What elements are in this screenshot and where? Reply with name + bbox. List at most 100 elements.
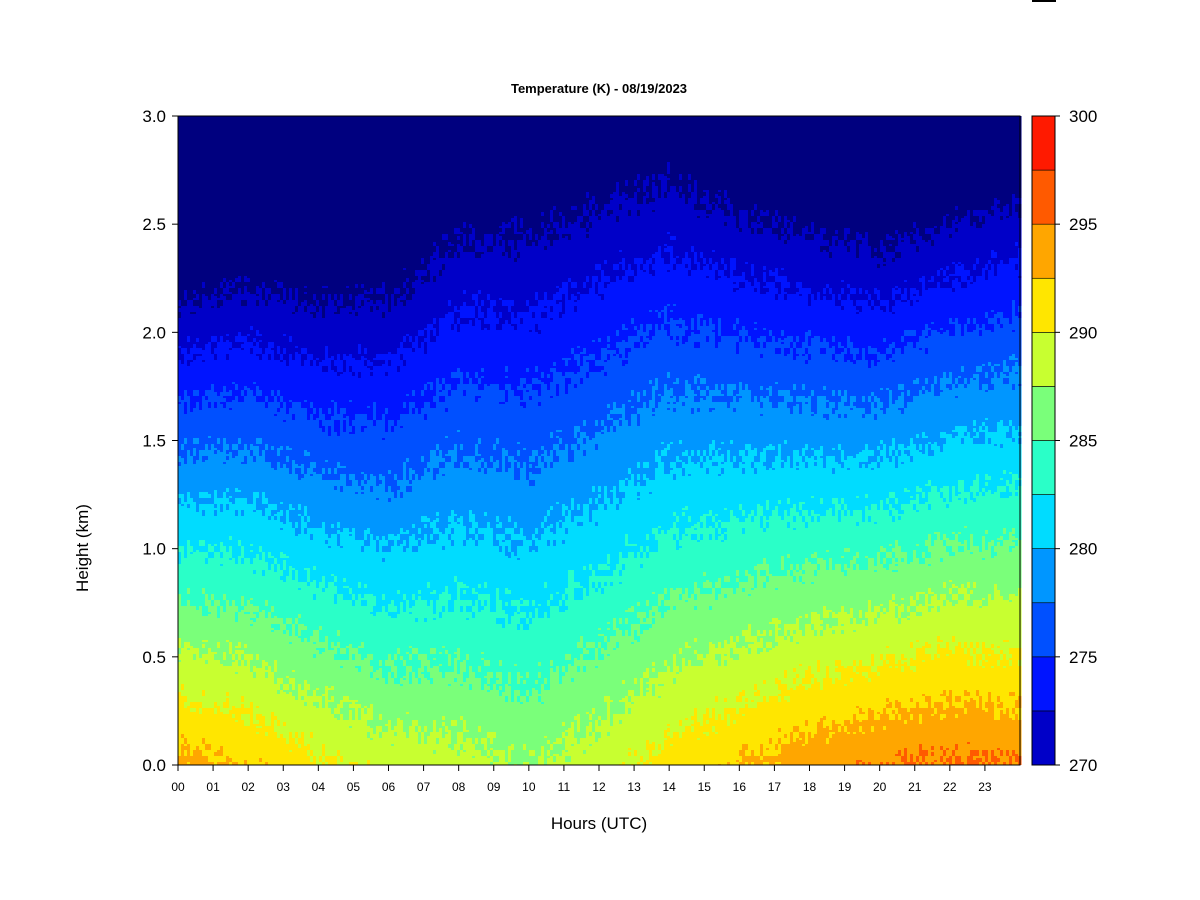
heatmap-cell [409, 484, 413, 487]
heatmap-cell [361, 606, 365, 643]
heatmap-cell [661, 462, 665, 531]
heatmap-cell [670, 442, 674, 445]
heatmap-cell [568, 762, 572, 765]
heatmap-cell [346, 702, 350, 721]
heatmap-cell [577, 526, 581, 583]
heatmap-cell [631, 690, 635, 703]
heatmap-cell [604, 348, 608, 361]
heatmap-cell [388, 498, 392, 503]
heatmap-cell [499, 226, 503, 229]
heatmap-cell [229, 280, 233, 283]
heatmap-cell [688, 184, 692, 193]
heatmap-cell [463, 246, 467, 253]
heatmap-cell [403, 732, 407, 765]
heatmap-cell [736, 570, 740, 577]
heatmap-cell [364, 426, 368, 429]
heatmap-cell [304, 354, 308, 361]
heatmap-cell [757, 216, 761, 223]
heatmap-cell [607, 642, 611, 655]
heatmap-cell [460, 600, 464, 607]
heatmap-cell [733, 708, 737, 721]
heatmap-cell [673, 474, 677, 481]
heatmap-cell [193, 654, 197, 661]
heatmap-cell [193, 290, 197, 295]
heatmap-cell [421, 540, 425, 601]
heatmap-cell [514, 234, 518, 251]
heatmap-cell [667, 410, 671, 445]
heatmap-cell [409, 648, 413, 655]
heatmap-cell [541, 300, 545, 313]
heatmap-cell [244, 464, 248, 499]
heatmap-cell [358, 646, 362, 649]
heatmap-cell [505, 602, 509, 607]
heatmap-cell [181, 684, 185, 691]
heatmap-cell [643, 264, 647, 271]
heatmap-cell [688, 474, 692, 477]
heatmap-cell [742, 592, 746, 631]
heatmap-cell [193, 390, 197, 397]
heatmap-cell [424, 270, 428, 277]
heatmap-cell [559, 606, 563, 613]
heatmap-cell [739, 396, 743, 399]
heatmap-cell [421, 282, 425, 285]
heatmap-cell [325, 372, 329, 421]
heatmap-cell [238, 438, 242, 445]
heatmap-cell [598, 264, 602, 271]
heatmap-cell [754, 292, 758, 323]
heatmap-cell [433, 408, 437, 451]
heatmap-cell [250, 604, 254, 619]
heatmap-cell [406, 294, 410, 301]
heatmap-cell [292, 672, 296, 679]
heatmap-cell [397, 540, 401, 547]
heatmap-cell [271, 390, 275, 397]
heatmap-cell [205, 296, 209, 345]
heatmap-cell [583, 654, 587, 661]
heatmap-cell [619, 570, 623, 577]
heatmap-cell [370, 672, 374, 679]
heatmap-cell [619, 584, 623, 619]
heatmap-cell [472, 300, 476, 307]
heatmap-cell [613, 356, 617, 403]
heatmap-cell [505, 472, 509, 529]
heatmap-cell [550, 234, 554, 247]
heatmap-cell [736, 324, 740, 337]
heatmap-cell [382, 600, 386, 607]
heatmap-cell [433, 620, 437, 649]
heatmap-cell [637, 188, 641, 193]
heatmap-cell [469, 534, 473, 539]
heatmap-cell [580, 636, 584, 649]
heatmap-cell [490, 744, 494, 749]
heatmap-cell [604, 510, 608, 565]
heatmap-cell [337, 648, 341, 661]
heatmap-cell [715, 702, 719, 721]
heatmap-cell [676, 732, 680, 765]
heatmap-cell [496, 522, 500, 525]
heatmap-cell [733, 384, 737, 391]
heatmap-cell [673, 684, 677, 733]
heatmap-cell [679, 546, 683, 549]
heatmap-cell [559, 312, 563, 319]
heatmap-cell [487, 252, 491, 295]
heatmap-cell [700, 660, 704, 667]
heatmap-cell [241, 596, 245, 607]
heatmap-cell [580, 378, 584, 385]
heatmap-cell [676, 672, 680, 675]
heatmap-cell [223, 708, 227, 715]
heatmap-cell [328, 294, 332, 359]
heatmap-cell [304, 286, 308, 289]
heatmap-cell [499, 666, 503, 673]
heatmap-cell [721, 464, 725, 469]
heatmap-cell [202, 498, 206, 505]
heatmap-cell [610, 194, 614, 199]
heatmap-cell [727, 198, 731, 211]
heatmap-cell [544, 612, 548, 679]
heatmap-cell [463, 228, 467, 235]
heatmap-cell [514, 690, 518, 765]
heatmap-cell [292, 360, 296, 403]
heatmap-cell [220, 552, 224, 559]
heatmap-cell [520, 116, 524, 219]
heatmap-cell [433, 720, 437, 751]
heatmap-cell [604, 504, 608, 511]
heatmap-cell [574, 444, 578, 517]
heatmap-cell [715, 270, 719, 281]
